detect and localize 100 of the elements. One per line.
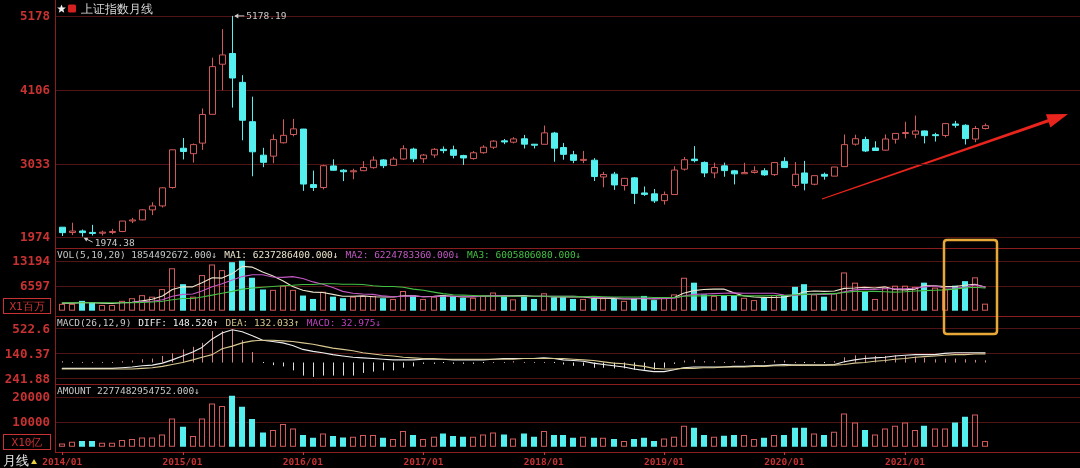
bar: [942, 428, 948, 447]
bar: [370, 435, 376, 447]
bar: [360, 435, 366, 447]
candlestick: [821, 172, 828, 181]
bar: [290, 289, 296, 311]
candlestick: [350, 168, 357, 180]
bar: [651, 441, 657, 447]
bar: [310, 298, 316, 311]
bar: [340, 298, 346, 311]
bar: [219, 406, 225, 447]
bar: [69, 441, 75, 447]
bar: [431, 436, 437, 447]
bar: [270, 289, 276, 311]
bar: [490, 432, 496, 447]
bar: [621, 441, 627, 447]
bar: [460, 436, 466, 447]
y-tick-label: 4106: [19, 82, 50, 98]
y-tick-label: 241.88: [4, 370, 50, 386]
bar: [431, 296, 437, 311]
bar: [972, 277, 978, 311]
x-tick-label: 2016/01: [282, 455, 324, 467]
candlestick: [751, 165, 758, 175]
bar: [190, 296, 196, 311]
bar: [952, 422, 958, 447]
bar: [661, 438, 667, 447]
candlestick: [239, 74, 246, 141]
bar: [139, 437, 145, 447]
bar: [450, 436, 456, 447]
candlestick: [440, 145, 447, 154]
candlestick: [551, 131, 558, 163]
chart-title: AMOUNT 2277482954752.000↓: [57, 384, 200, 396]
bar: [350, 296, 356, 311]
bar: [380, 437, 386, 447]
bar: [651, 300, 657, 311]
bar: [340, 437, 346, 447]
bar: [591, 298, 597, 311]
candlestick: [280, 118, 287, 144]
y-tick-label: 6597: [19, 278, 50, 294]
annotation: 5178.19: [246, 10, 287, 22]
bar: [681, 277, 687, 311]
y-tick-label: 13194: [12, 253, 50, 269]
candlestick: [370, 155, 377, 170]
bar: [219, 270, 225, 311]
bar: [761, 437, 767, 447]
bar: [841, 272, 847, 311]
candlestick: [470, 150, 477, 161]
x-tick-label: 2014/01: [42, 455, 83, 467]
bar: [711, 436, 717, 447]
bar: [681, 425, 687, 447]
bar: [551, 435, 557, 447]
bar: [380, 298, 386, 311]
candlestick: [410, 147, 417, 163]
bar: [280, 424, 286, 447]
bar: [570, 298, 576, 311]
candlestick: [862, 136, 869, 153]
candlestick: [741, 162, 748, 175]
candlestick: [691, 145, 698, 163]
bar: [531, 298, 537, 311]
candlestick: [841, 133, 848, 168]
candlestick: [330, 158, 337, 172]
candlestick: [270, 133, 277, 164]
candlestick: [781, 156, 788, 169]
candlestick: [721, 162, 728, 178]
bar: [69, 303, 75, 311]
bar: [99, 442, 105, 447]
bar: [510, 438, 516, 447]
candlestick: [932, 132, 939, 143]
text: 月线: [3, 453, 29, 468]
candlestick: [99, 230, 106, 237]
bar: [169, 268, 175, 311]
bar: [942, 289, 948, 311]
bar: [239, 260, 245, 311]
bar: [119, 440, 125, 447]
bar: [330, 436, 336, 447]
bar: [260, 289, 266, 311]
bar: [169, 418, 175, 447]
candlestick: [89, 224, 96, 237]
bar: [229, 395, 235, 447]
bar: [600, 298, 606, 311]
bar: [852, 282, 858, 311]
bar: [290, 428, 296, 447]
bar: [541, 431, 547, 447]
candlestick: [541, 125, 548, 145]
candlestick: [580, 150, 587, 164]
candlestick: [882, 133, 889, 152]
text: MA2: 6224783360.000↓: [345, 248, 460, 260]
bar: [560, 297, 566, 311]
bar: [300, 435, 306, 447]
series-label: DIFF: 148.520↑: [138, 316, 219, 328]
bar: [831, 293, 837, 311]
bar: [510, 299, 516, 311]
chart-title: 上证指数月线: [81, 2, 153, 16]
bar: [821, 435, 827, 447]
bar: [671, 436, 677, 447]
bar: [792, 427, 798, 447]
bar: [892, 425, 898, 447]
bar: [541, 293, 547, 311]
candlestick: [701, 160, 708, 178]
candlestick: [390, 156, 397, 166]
bar: [872, 298, 878, 311]
